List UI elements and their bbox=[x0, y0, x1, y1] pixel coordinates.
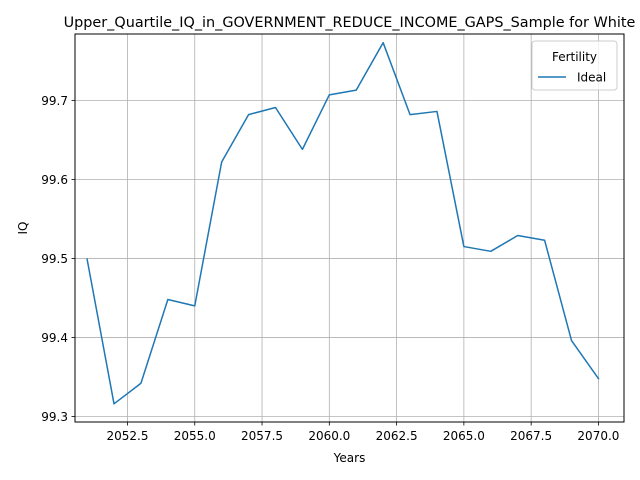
x-tick-label: 2067.5 bbox=[510, 429, 552, 443]
y-tick-label: 99.7 bbox=[41, 94, 68, 108]
x-tick-label: 2057.5 bbox=[241, 429, 283, 443]
legend-title: Fertility bbox=[552, 50, 597, 64]
y-axis: 99.3 99.4 99.5 99.6 99.7 bbox=[41, 94, 75, 424]
x-tick-label: 2052.5 bbox=[106, 429, 148, 443]
legend: Fertility Ideal bbox=[531, 40, 618, 91]
series-line-ideal bbox=[86, 41, 600, 405]
x-tick-label: 2062.5 bbox=[376, 429, 418, 443]
y-tick-label: 99.5 bbox=[41, 252, 68, 266]
x-tick-label: 2065.0 bbox=[443, 429, 485, 443]
chart-title: Upper_Quartile_IQ_in_GOVERNMENT_REDUCE_I… bbox=[64, 15, 636, 31]
grid bbox=[75, 34, 624, 422]
x-tick-label: 2060.0 bbox=[308, 429, 350, 443]
legend-entry-label: Ideal bbox=[577, 71, 606, 85]
plot-frame bbox=[74, 33, 625, 423]
x-tick-label: 2055.0 bbox=[174, 429, 216, 443]
y-tick-label: 99.6 bbox=[41, 173, 68, 187]
y-tick-label: 99.4 bbox=[41, 331, 68, 345]
x-axis: 2052.5 2055.0 2057.5 2060.0 2062.5 2065.0 2067… bbox=[106, 422, 619, 443]
x-tick-label: 2070.0 bbox=[577, 429, 619, 443]
series-layer bbox=[86, 41, 600, 405]
y-tick-label: 99.3 bbox=[41, 410, 68, 424]
y-axis-label: IQ bbox=[16, 222, 30, 235]
x-axis-label: Years bbox=[333, 451, 366, 465]
